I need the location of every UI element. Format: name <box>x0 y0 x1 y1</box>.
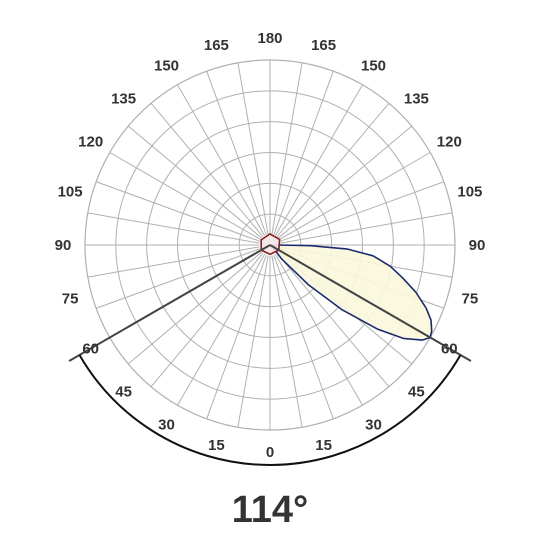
tick-label: 120 <box>437 134 462 151</box>
beam-angle-layer <box>68 244 472 466</box>
grid-spoke <box>87 212 260 244</box>
series-2-curve <box>260 233 281 256</box>
tick-label: 90 <box>55 237 72 254</box>
grid-spoke <box>127 125 263 239</box>
grid-spoke <box>273 254 334 420</box>
beam-angle-label: 114° <box>231 489 309 531</box>
grid-spoke <box>274 84 363 236</box>
grid-spoke <box>280 212 453 244</box>
tick-label: 105 <box>58 183 83 200</box>
grid-spoke <box>271 62 303 235</box>
tick-label: 45 <box>408 383 425 400</box>
tick-label: 30 <box>158 416 175 433</box>
tick-label: 120 <box>78 134 103 151</box>
grid-spoke <box>150 102 264 238</box>
tick-label: 165 <box>311 37 336 54</box>
grid-spoke <box>177 84 266 236</box>
grid-spoke <box>177 254 266 406</box>
tick-label: 135 <box>404 91 429 108</box>
grid-spoke <box>277 125 413 239</box>
tick-label: 150 <box>154 58 179 75</box>
grid-spoke <box>150 252 264 388</box>
grid-spoke <box>274 254 363 406</box>
grid-spoke <box>127 251 263 365</box>
tick-label: 45 <box>115 383 132 400</box>
grid-spoke <box>206 70 267 236</box>
grid-spoke <box>273 70 334 236</box>
tick-label: 15 <box>208 437 225 454</box>
tick-label: 60 <box>82 341 99 358</box>
tick-label: 30 <box>365 416 382 433</box>
grid-spoke <box>95 181 261 242</box>
grid-spoke <box>276 252 390 388</box>
grid-spoke <box>87 246 260 278</box>
tick-label: 15 <box>315 437 332 454</box>
tick-label: 60 <box>441 341 458 358</box>
grid-spoke <box>271 255 303 428</box>
tick-label: 165 <box>204 37 229 54</box>
tick-label: 75 <box>62 291 79 308</box>
grid-spoke <box>237 62 269 235</box>
tick-label: 135 <box>111 91 136 108</box>
tick-label: 0 <box>266 444 274 461</box>
grid-spoke <box>279 181 445 242</box>
grid-spoke <box>109 152 261 241</box>
tick-label: 105 <box>457 183 482 200</box>
tick-label: 75 <box>462 291 479 308</box>
tick-label: 90 <box>469 237 486 254</box>
beam-arc <box>78 354 462 466</box>
beam-line-right <box>269 244 472 362</box>
beam-line-left <box>68 244 271 362</box>
grid-spoke <box>95 248 261 309</box>
tick-label: 150 <box>361 58 386 75</box>
angle-tick-labels: 0 15 30 45 60 75 90 105 120 135 150 165 180 15 30 45 60 7… <box>55 30 486 461</box>
grid-spoke <box>276 102 390 238</box>
grid-spoke <box>206 254 267 420</box>
tick-label: 180 <box>257 30 282 47</box>
grid-spoke <box>237 255 269 428</box>
grid-spoke <box>279 152 431 241</box>
